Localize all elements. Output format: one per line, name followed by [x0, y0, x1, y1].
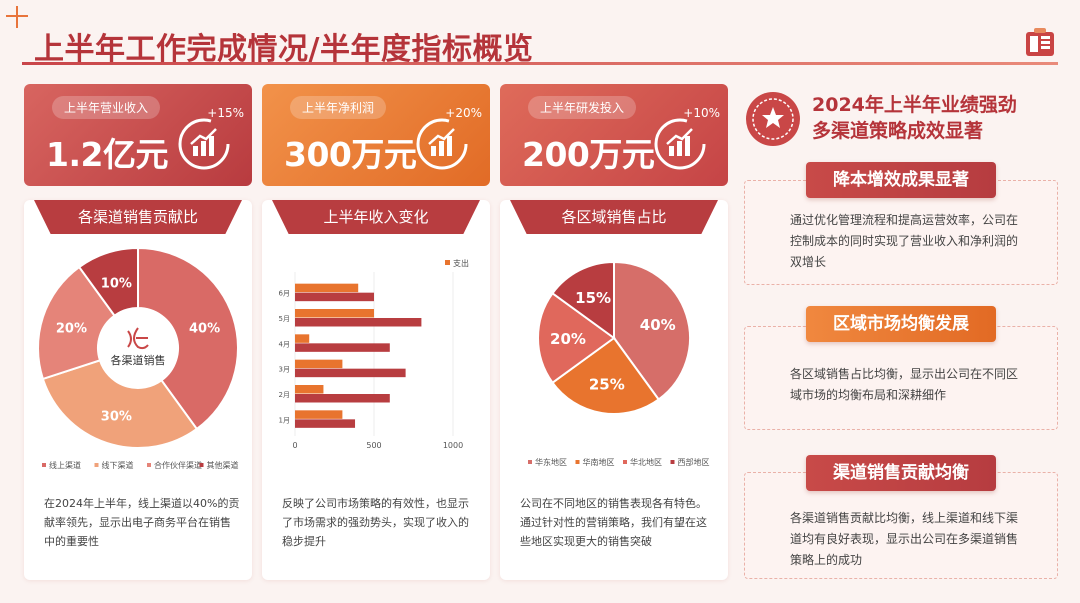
page-title: 上半年工作完成情况/半年度指标概览 — [34, 32, 534, 67]
data-label: 20% — [550, 330, 586, 348]
bar — [295, 359, 343, 369]
bar — [295, 343, 390, 352]
chart-card-regions: 各区域销售占比 40% 25% 20% 15% 华东地区 华南地区 华北地区 西部地区 公司在… — [500, 200, 728, 580]
award-badge-icon — [746, 92, 800, 146]
bar — [295, 318, 422, 327]
chart-card-channels: 各渠道销售贡献比 40% 30% 20% 10% 线上渠道 线下渠道 合作伙伴渠道 其他渠道 各… — [24, 200, 252, 580]
legend-label: 华南地区 — [583, 457, 615, 467]
pie-slice — [537, 291, 616, 385]
kpi-growth: +15% — [207, 106, 244, 120]
title-underline — [22, 62, 1058, 65]
region-pie-chart: 40% 25% 20% 15% 华东地区 华南地区 华北地区 西部地区 — [528, 260, 710, 467]
y-tick-label: 3月 — [279, 366, 290, 374]
insight-title: 降本增效成果显著 — [806, 162, 996, 198]
insight-text: 通过优化管理流程和提高运营效率，公司在控制成本的同时实现了营业收入和净利润的双增… — [790, 213, 1019, 269]
x-tick-label: 500 — [366, 441, 381, 450]
legend-label: 华北地区 — [630, 457, 662, 467]
x-tick-label: 1000 — [443, 441, 463, 450]
insight-text: 各区域销售占比均衡，显示出公司在不同区域市场的均衡布局和深耕细作 — [790, 367, 1019, 402]
legend-swatch — [147, 463, 151, 467]
bar — [295, 419, 356, 428]
income-bar-chart: 0 500 1000 1月 2月 3月 4月 5月 6月 支出 — [279, 258, 469, 450]
growth-chart-icon — [178, 118, 230, 170]
card-description: 反映了公司市场策略的有效性，也显示了市场需求的强劲势头，实现了收入的稳步提升 — [282, 497, 469, 548]
pie-slice — [41, 359, 199, 449]
kpi-label: 上半年净利润 — [290, 96, 387, 119]
data-label: 10% — [101, 276, 132, 291]
card-description: 公司在不同地区的销售表现各有特色。通过针对性的营销策略，我们有望在这些地区实现更… — [520, 497, 707, 548]
data-label: 40% — [640, 316, 676, 334]
kpi-value: 300万元 — [284, 135, 417, 174]
y-tick-label: 5月 — [279, 315, 290, 323]
pie-slice — [77, 246, 139, 318]
y-tick-label: 2月 — [279, 391, 290, 399]
kpi-growth: +10% — [683, 106, 720, 120]
pie-slice — [613, 260, 691, 401]
bar — [295, 385, 324, 394]
legend-swatch — [670, 460, 675, 464]
pie-slice — [551, 260, 615, 340]
legend-label: 支出 — [453, 258, 469, 268]
legend-swatch — [199, 463, 204, 467]
kpi-label: 上半年研发投入 — [528, 96, 637, 119]
legend-swatch — [623, 460, 627, 464]
data-label: 40% — [189, 321, 220, 336]
card-title: 上半年收入变化 — [272, 200, 480, 234]
summary-line: 2024年上半年业绩强劲 — [812, 94, 1017, 116]
growth-chart-icon — [416, 118, 468, 170]
legend-swatch — [94, 463, 99, 467]
growth-chart-icon — [654, 118, 706, 170]
summary-line: 多渠道策略成效显著 — [812, 120, 984, 142]
legend-swatch — [575, 460, 580, 464]
legend-label: 西部地区 — [678, 457, 710, 467]
kpi-label: 上半年营业收入 — [52, 96, 161, 119]
bar — [295, 334, 310, 343]
card-description: 在2024年上半年，线上渠道以40%的贡献率领先，显示出电子商务平台在销售中的重… — [44, 497, 240, 548]
chart-card-income: 上半年收入变化 0 500 1000 1月 2月 3月 4月 5月 6月 支出 反映了公司市场策略… — [262, 200, 490, 580]
insight-box — [744, 326, 1058, 430]
summary-title: 2024年上半年业绩强劲 多渠道策略成效显著 — [812, 92, 1017, 144]
legend-label: 其他渠道 — [207, 460, 239, 470]
legend-swatch — [42, 463, 46, 467]
bar — [295, 292, 374, 302]
donut-center-label: 各渠道销售 — [111, 353, 166, 367]
pie-slice — [137, 246, 239, 431]
y-tick-label: 6月 — [279, 290, 290, 298]
pie-slice — [551, 336, 661, 415]
ce-logo-icon — [127, 327, 149, 350]
y-tick-label: 4月 — [279, 340, 290, 348]
channel-donut-chart: 40% 30% 20% 10% 线上渠道 线下渠道 合作伙伴渠道 其他渠道 各渠道销售 — [37, 246, 239, 470]
pie-slice — [37, 265, 116, 381]
legend-label: 线上渠道 — [49, 460, 81, 470]
bar — [295, 410, 343, 419]
legend-label: 华东地区 — [535, 457, 567, 467]
insight-title: 渠道销售贡献均衡 — [806, 455, 996, 491]
y-tick-label: 1月 — [279, 416, 290, 424]
kpi-value: 1.2亿元 — [46, 135, 168, 174]
insight-text: 各渠道销售贡献比均衡，线上渠道和线下渠道均有良好表现，显示出公司在多渠道销售策略… — [790, 511, 1019, 567]
bar — [295, 283, 359, 293]
card-title: 各渠道销售贡献比 — [34, 200, 242, 234]
bar — [295, 394, 390, 403]
data-label: 25% — [589, 375, 625, 393]
bar — [295, 368, 406, 378]
kpi-card-profit: 上半年净利润 300万元 +20% — [262, 84, 490, 186]
decor-cross — [16, 6, 18, 28]
kpi-card-rnd: 上半年研发投入 200万元 +10% — [500, 84, 728, 186]
x-tick-label: 0 — [292, 441, 297, 450]
legend-label: 合作伙伴渠道 — [154, 460, 202, 470]
card-title: 各区域销售占比 — [510, 200, 718, 234]
kpi-value: 200万元 — [522, 135, 655, 174]
bar — [295, 309, 374, 318]
legend-swatch — [445, 260, 450, 265]
data-label: 15% — [575, 289, 611, 307]
insight-title: 区域市场均衡发展 — [806, 306, 996, 342]
kpi-growth: +20% — [445, 106, 482, 120]
data-label: 30% — [101, 410, 132, 425]
legend-label: 线下渠道 — [102, 460, 134, 470]
data-label: 20% — [56, 321, 87, 336]
book-icon — [1026, 28, 1054, 56]
legend-swatch — [528, 460, 532, 464]
kpi-card-revenue: 上半年营业收入 1.2亿元 +15% — [24, 84, 252, 186]
